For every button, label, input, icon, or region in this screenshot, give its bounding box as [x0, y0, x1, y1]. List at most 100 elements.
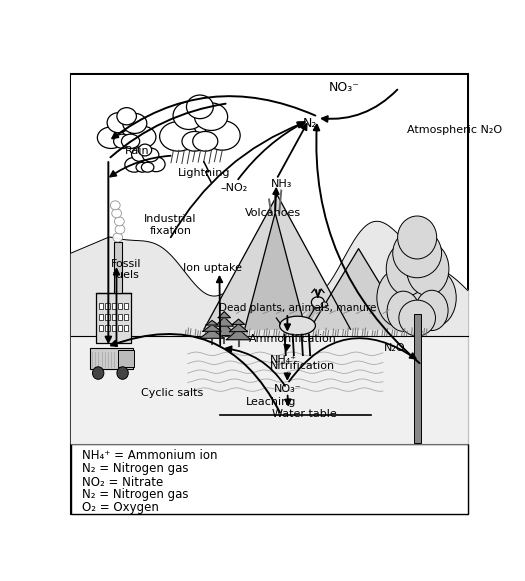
Text: Rain: Rain — [124, 146, 149, 156]
Ellipse shape — [110, 201, 120, 210]
Text: Atmospheric N₂O: Atmospheric N₂O — [407, 125, 502, 135]
Bar — [90, 348, 133, 370]
Ellipse shape — [142, 148, 159, 162]
Text: N₂O: N₂O — [384, 343, 405, 353]
Ellipse shape — [107, 113, 130, 132]
Text: Nitrification: Nitrification — [270, 361, 335, 371]
Bar — [71, 75, 467, 443]
Text: NH₃: NH₃ — [270, 179, 292, 189]
Polygon shape — [229, 324, 248, 332]
Text: Dead plants, animals, manure: Dead plants, animals, manure — [219, 303, 376, 313]
Text: Ion uptake: Ion uptake — [183, 263, 243, 273]
Bar — [96, 293, 131, 343]
Text: Ammonification: Ammonification — [249, 334, 337, 344]
Text: Industrial
fixation: Industrial fixation — [144, 214, 197, 236]
Ellipse shape — [193, 131, 218, 151]
Ellipse shape — [377, 269, 422, 327]
Ellipse shape — [125, 157, 144, 172]
Text: Lightning: Lightning — [177, 167, 230, 178]
Ellipse shape — [311, 297, 324, 308]
Polygon shape — [310, 249, 407, 329]
Ellipse shape — [173, 102, 204, 130]
Ellipse shape — [182, 131, 207, 151]
Ellipse shape — [406, 242, 449, 296]
Ellipse shape — [160, 121, 197, 151]
Polygon shape — [226, 329, 251, 340]
Ellipse shape — [175, 110, 225, 148]
Bar — [118, 350, 134, 367]
Ellipse shape — [280, 316, 316, 335]
Ellipse shape — [397, 216, 437, 259]
Bar — [118, 314, 122, 320]
Text: Cyclic salts: Cyclic salts — [141, 388, 203, 398]
Ellipse shape — [399, 300, 435, 336]
Bar — [118, 325, 122, 331]
Polygon shape — [215, 317, 234, 326]
Bar — [106, 325, 110, 331]
Ellipse shape — [136, 162, 149, 172]
Ellipse shape — [117, 107, 136, 125]
Polygon shape — [203, 325, 221, 331]
Ellipse shape — [133, 152, 157, 170]
Text: –NO₂: –NO₂ — [221, 183, 248, 193]
Text: Water table: Water table — [272, 409, 337, 419]
Bar — [112, 314, 116, 320]
Bar — [106, 314, 110, 320]
Circle shape — [92, 367, 104, 379]
Ellipse shape — [387, 291, 419, 331]
Ellipse shape — [147, 157, 165, 171]
Bar — [112, 303, 116, 309]
Text: N₂ = Nitrogen gas: N₂ = Nitrogen gas — [82, 462, 188, 475]
Polygon shape — [245, 213, 306, 329]
Ellipse shape — [115, 225, 125, 234]
Polygon shape — [233, 319, 245, 324]
Ellipse shape — [141, 162, 154, 172]
Bar — [124, 314, 128, 320]
Polygon shape — [218, 311, 230, 318]
Ellipse shape — [114, 217, 124, 226]
Bar — [414, 314, 421, 443]
Bar — [99, 314, 103, 320]
Ellipse shape — [186, 95, 213, 119]
Bar — [99, 303, 103, 309]
Ellipse shape — [388, 246, 446, 322]
Ellipse shape — [321, 302, 328, 307]
Ellipse shape — [97, 127, 125, 149]
Ellipse shape — [416, 290, 448, 331]
Ellipse shape — [132, 148, 147, 162]
Ellipse shape — [113, 134, 132, 149]
Ellipse shape — [138, 144, 152, 156]
Text: O₂ = Oxygen: O₂ = Oxygen — [82, 501, 159, 514]
Bar — [71, 336, 467, 443]
Bar — [124, 303, 128, 309]
Ellipse shape — [393, 228, 442, 278]
Ellipse shape — [109, 119, 144, 146]
Text: Leaching: Leaching — [246, 397, 296, 407]
Ellipse shape — [130, 126, 156, 148]
Bar — [99, 325, 103, 331]
Text: Fossil
fuels: Fossil fuels — [111, 259, 141, 281]
Ellipse shape — [113, 233, 123, 242]
Text: N₂: N₂ — [302, 117, 317, 130]
Text: NO₂ = Nitrate: NO₂ = Nitrate — [82, 476, 163, 489]
Polygon shape — [200, 329, 224, 338]
Text: N₂ = Nitrogen gas: N₂ = Nitrogen gas — [82, 488, 188, 501]
Circle shape — [117, 367, 128, 379]
Ellipse shape — [386, 242, 428, 296]
Ellipse shape — [123, 113, 147, 134]
Polygon shape — [204, 195, 351, 329]
Polygon shape — [206, 321, 218, 325]
Bar — [70, 444, 468, 514]
Bar — [124, 325, 128, 331]
Text: Volcanoes: Volcanoes — [245, 208, 301, 218]
Ellipse shape — [195, 103, 228, 131]
Bar — [118, 303, 122, 309]
Polygon shape — [212, 324, 236, 336]
Ellipse shape — [412, 269, 456, 327]
Text: NO₃⁻: NO₃⁻ — [329, 81, 360, 94]
Bar — [106, 303, 110, 309]
Ellipse shape — [204, 121, 240, 150]
Text: NH₄⁺: NH₄⁺ — [270, 354, 297, 365]
Bar — [113, 242, 122, 293]
Bar — [112, 325, 116, 331]
